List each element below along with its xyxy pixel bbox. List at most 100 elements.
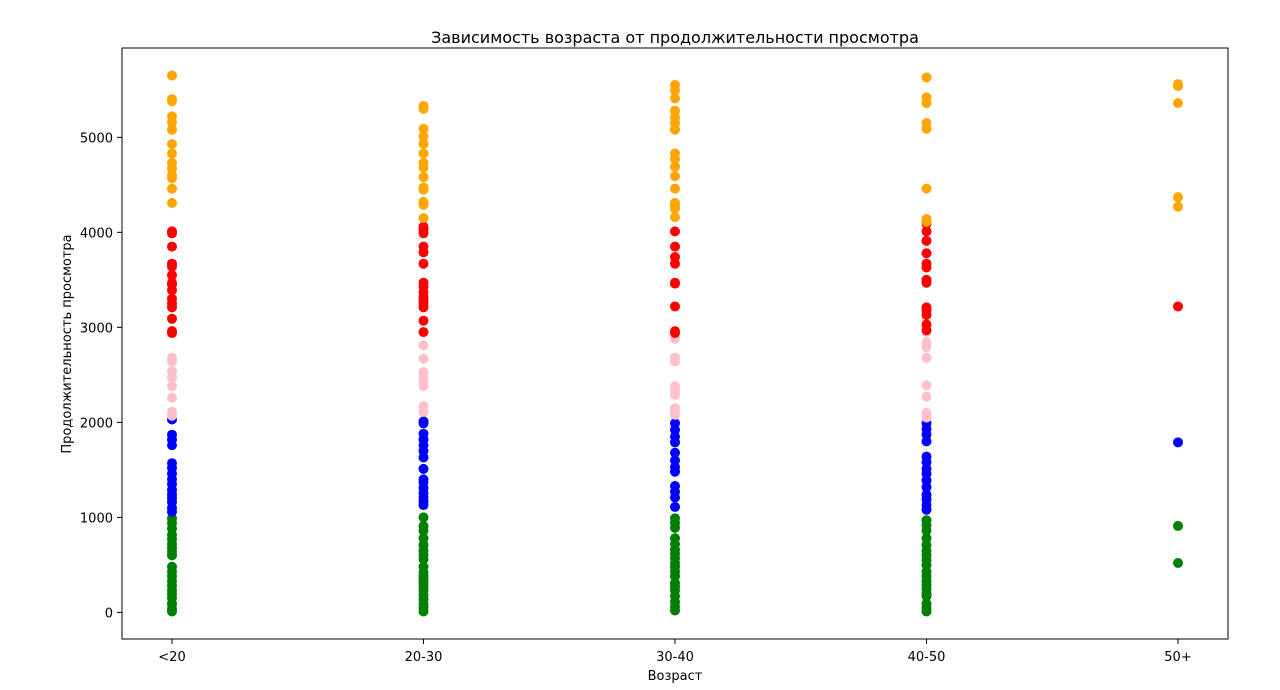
x-tick-label: 30-40: [656, 650, 694, 665]
data-point-red: [418, 258, 429, 269]
data-point-orange: [418, 199, 429, 210]
data-point-red: [670, 241, 680, 252]
data-point-orange: [921, 216, 932, 227]
data-point-pink: [167, 381, 177, 392]
data-point-pink: [670, 409, 680, 420]
data-point-blue: [921, 436, 932, 447]
data-point-green: [1173, 557, 1183, 568]
y-tick-label: 0: [105, 606, 113, 621]
data-point-orange: [418, 131, 429, 142]
data-point-orange: [418, 162, 429, 173]
data-point-red: [921, 248, 932, 259]
data-point-pink: [167, 372, 177, 383]
data-point-blue: [418, 418, 429, 429]
data-point-red: [167, 228, 177, 239]
data-point-green: [670, 605, 680, 616]
data-point-orange: [167, 96, 177, 107]
data-point-orange: [670, 161, 680, 172]
data-point-blue: [418, 452, 429, 463]
y-tick-label: 3000: [80, 321, 113, 336]
data-point-red: [167, 270, 177, 281]
data-point-pink: [167, 392, 177, 403]
data-point-red: [167, 285, 177, 296]
data-point-red: [167, 261, 177, 272]
data-point-orange: [670, 203, 680, 214]
data-point-pink: [921, 391, 932, 402]
data-point-pink: [167, 410, 177, 421]
y-tick-label: 2000: [80, 416, 113, 431]
data-point-red: [418, 228, 429, 239]
data-point-red: [921, 226, 932, 237]
data-point-blue: [670, 492, 680, 503]
x-tick-label: 50+: [1164, 650, 1191, 665]
data-point-orange: [921, 98, 932, 109]
data-point-pink: [921, 342, 932, 353]
data-point-pink: [418, 381, 429, 392]
data-point-blue: [1173, 437, 1183, 448]
data-point-red: [921, 310, 932, 320]
data-point-orange: [167, 124, 177, 135]
data-point-green: [670, 522, 680, 533]
data-point-red: [1173, 301, 1183, 312]
y-axis-label: Продолжительность просмотра: [60, 234, 75, 453]
data-point-pink: [670, 389, 680, 400]
data-point-red: [670, 226, 680, 237]
data-point-red: [921, 277, 932, 288]
data-point-pink: [670, 356, 680, 367]
data-point-pink: [921, 380, 932, 391]
data-point-red: [418, 247, 429, 258]
data-point-green: [418, 554, 429, 565]
data-point-blue: [921, 504, 932, 515]
data-point-red: [670, 258, 680, 269]
data-point-red: [670, 301, 680, 312]
data-point-orange: [167, 117, 177, 128]
data-point-pink: [921, 412, 932, 423]
data-point-orange: [418, 138, 429, 149]
data-point-blue: [670, 447, 680, 458]
x-tick-label: 40-50: [908, 650, 946, 665]
data-point-blue: [670, 466, 680, 477]
data-point-orange: [418, 148, 429, 159]
data-point-green: [921, 591, 932, 602]
data-point-pink: [921, 352, 932, 363]
y-axis: 0 1000 2000 3000 4000 5000: [80, 131, 122, 621]
data-point-blue: [670, 501, 680, 512]
data-point-red: [418, 327, 429, 338]
data-point-orange: [1173, 192, 1183, 203]
data-point-blue: [418, 463, 429, 474]
data-point-orange: [670, 85, 680, 96]
data-point-pink: [418, 340, 429, 351]
data-point-orange: [167, 197, 177, 208]
data-point-pink: [418, 353, 429, 364]
x-axis: <20 20-30 30-40 40-50 50+: [158, 639, 1192, 665]
y-tick-label: 4000: [80, 226, 113, 241]
x-axis-label: Возраст: [648, 669, 703, 684]
data-point-orange: [418, 123, 429, 134]
data-point-green: [167, 550, 177, 561]
data-point-orange: [167, 148, 177, 159]
data-point-orange: [418, 103, 429, 114]
data-point-blue: [167, 440, 177, 451]
data-point-green: [1173, 520, 1183, 531]
data-point-red: [921, 235, 932, 246]
data-point-orange: [670, 171, 680, 182]
data-point-orange: [167, 138, 177, 149]
data-point-orange: [670, 183, 680, 194]
x-tick-label: <20: [158, 650, 185, 665]
data-point-orange: [921, 123, 932, 134]
data-point-green: [921, 525, 932, 536]
data-point-orange: [1173, 98, 1183, 109]
data-point-orange: [167, 70, 177, 81]
data-point-green: [418, 512, 429, 523]
data-point-orange: [921, 72, 932, 83]
data-point-red: [167, 313, 177, 324]
y-tick-label: 1000: [80, 511, 113, 526]
data-point-blue: [921, 481, 932, 492]
y-tick-label: 5000: [80, 131, 113, 146]
chart-title: Зависимость возраста от продолжительност…: [431, 28, 919, 47]
data-point-red: [167, 302, 177, 313]
data-point-orange: [418, 213, 429, 224]
